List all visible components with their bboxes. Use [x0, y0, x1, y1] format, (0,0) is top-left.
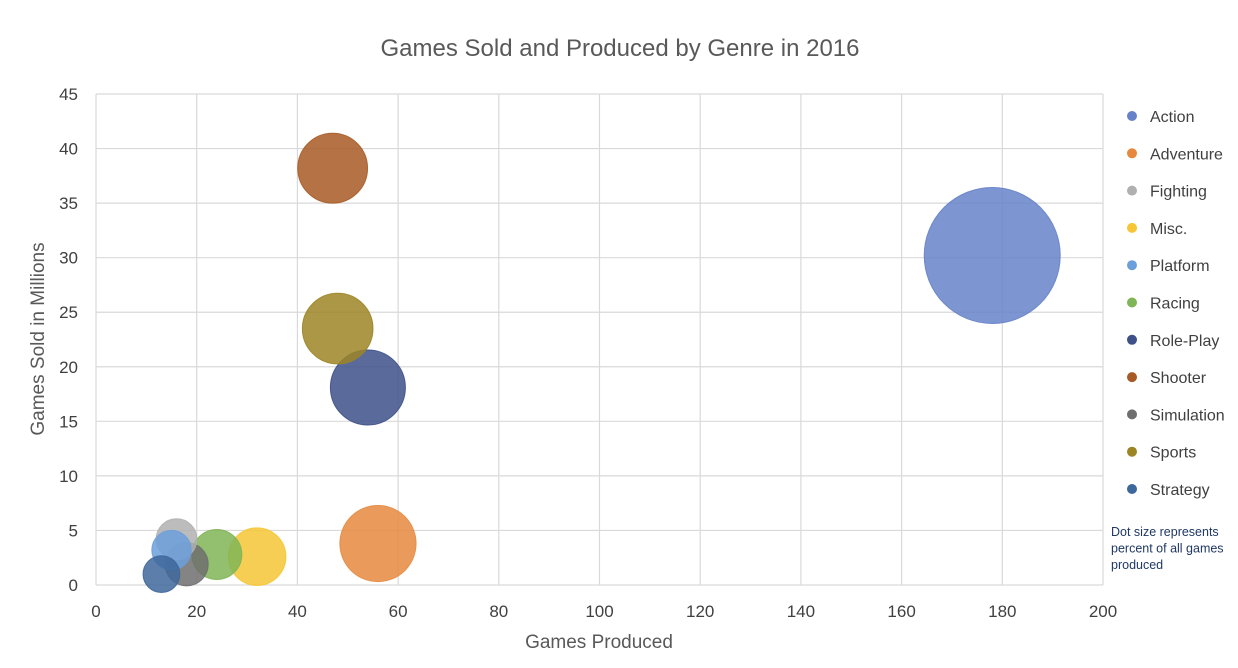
legend-label-adventure: Adventure [1150, 146, 1223, 163]
chart-title: Games Sold and Produced by Genre in 2016 [381, 35, 860, 62]
x-tick-label: 160 [887, 602, 915, 621]
legend-marker-strategy [1127, 484, 1137, 494]
x-tick-label: 180 [988, 602, 1016, 621]
legend-marker-fighting [1127, 185, 1137, 196]
y-tick-label: 15 [59, 412, 78, 431]
x-axis-title: Games Produced [525, 632, 673, 653]
size-note: Dot size represents percent of all games p… [1111, 525, 1224, 572]
bubble-strategy [142, 555, 181, 593]
x-tick-label: 120 [686, 602, 714, 621]
legend-marker-action [1127, 111, 1137, 121]
bubbles [142, 132, 1061, 593]
y-tick-label: 0 [69, 576, 78, 595]
bubble-role-play [329, 349, 406, 426]
legend-label-action: Action [1150, 109, 1194, 126]
legend-marker-platform [1127, 260, 1137, 271]
y-tick-label: 25 [59, 303, 78, 322]
legend-marker-racing [1127, 297, 1137, 308]
x-tick-label: 60 [389, 602, 408, 621]
x-tick-label: 40 [288, 602, 307, 621]
legend-marker-misc [1127, 222, 1137, 233]
legend-label-racing: Racing [1150, 296, 1200, 313]
y-tick-label: 30 [59, 249, 78, 268]
x-tick-label: 0 [91, 602, 100, 621]
tick-labels: 0 20 40 60 80 100 120 140 160 180 200 0 5 10 15 20 25 30 3… [59, 85, 1117, 621]
y-tick-label: 20 [59, 358, 78, 377]
x-tick-label: 100 [585, 602, 613, 621]
legend-label-misc: Misc. [1150, 221, 1187, 238]
y-tick-label: 35 [59, 194, 78, 213]
legend-marker-role-play [1127, 334, 1137, 345]
y-tick-label: 10 [59, 467, 78, 486]
legend-label-strategy: Strategy [1150, 482, 1210, 499]
y-tick-label: 5 [69, 521, 78, 540]
grid-lines [95, 93, 1104, 586]
y-tick-label: 40 [59, 140, 78, 159]
bubble-action [923, 186, 1061, 324]
legend-label-sports: Sports [1150, 445, 1196, 462]
legend-marker-simulation [1127, 409, 1137, 420]
legend-label-simulation: Simulation [1150, 407, 1225, 424]
legend-marker-adventure [1127, 148, 1137, 159]
x-tick-label: 140 [787, 602, 815, 621]
x-tick-label: 80 [489, 602, 508, 621]
legend-marker-sports [1127, 446, 1137, 457]
legend: Action Adventure Fighting Misc. Platform Raci… [1127, 109, 1225, 499]
legend-label-role-play: Role-Play [1150, 333, 1219, 350]
bubble-shooter [297, 132, 369, 204]
y-tick-label: 45 [59, 85, 78, 104]
legend-label-platform: Platform [1150, 258, 1210, 275]
x-tick-label: 20 [187, 602, 206, 621]
bubble-adventure [339, 504, 417, 583]
legend-marker-shooter [1127, 372, 1137, 383]
bubble-sports [301, 292, 374, 365]
legend-label-shooter: Shooter [1150, 370, 1207, 387]
y-axis-title: Games Sold in Millions [28, 242, 49, 435]
x-tick-label: 200 [1089, 602, 1117, 621]
legend-label-fighting: Fighting [1150, 184, 1207, 201]
